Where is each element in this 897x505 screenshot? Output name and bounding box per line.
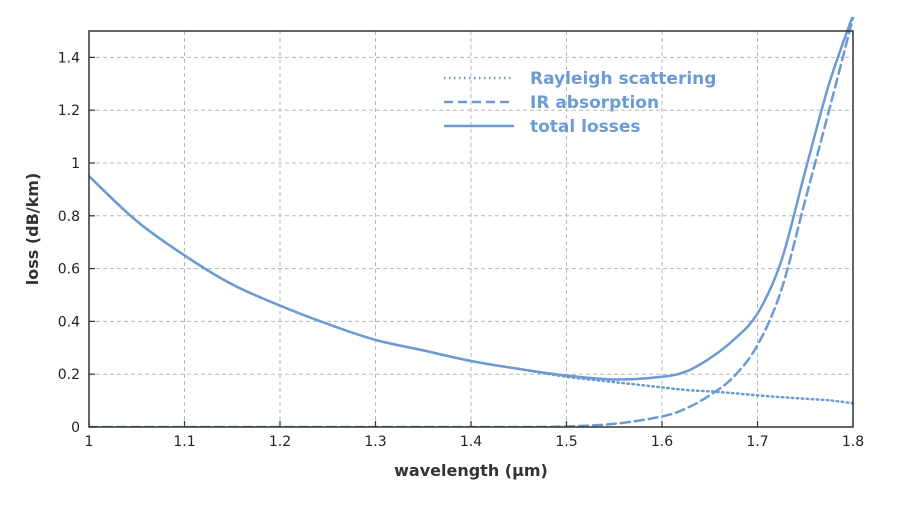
y-tick-label: 0.6 xyxy=(58,262,80,278)
x-tick-label: 1.2 xyxy=(269,434,291,450)
x-axis-title: wavelength (µm) xyxy=(394,461,548,480)
x-tick-label: 1.4 xyxy=(460,434,482,450)
series-line-dashed xyxy=(89,17,855,427)
y-tick-label: 1.4 xyxy=(58,50,80,66)
y-tick-label: 0 xyxy=(71,420,80,436)
grid xyxy=(89,31,853,427)
legend-label: total losses xyxy=(530,117,641,137)
y-tick-label: 0.8 xyxy=(58,209,80,225)
series-line-solid xyxy=(89,17,854,381)
x-tick-label: 1.7 xyxy=(746,434,768,450)
legend-label: Rayleigh scattering xyxy=(530,69,716,89)
x-tick-label: 1.8 xyxy=(842,434,864,450)
y-tick-label: 1.2 xyxy=(58,103,80,119)
legend-label: IR absorption xyxy=(530,93,659,113)
x-tick-label: 1.5 xyxy=(555,434,577,450)
x-tick-label: 1.6 xyxy=(651,434,673,450)
y-tick-label: 1 xyxy=(71,156,80,172)
y-axis-title: loss (dB/km) xyxy=(23,173,42,286)
y-tick-label: 0.2 xyxy=(58,367,80,383)
axis-ticks: 1 1.1 1.2 1.3 1.4 1.5 1.6 1.7 1.8 0 0.2 0.4 0.6 0.8 1 1… xyxy=(58,50,864,450)
legend: Rayleigh scattering IR absorption total lo… xyxy=(444,69,716,137)
x-tick-label: 1.1 xyxy=(173,434,195,450)
y-tick-label: 0.4 xyxy=(58,314,80,330)
x-tick-label: 1 xyxy=(85,434,94,450)
series-group xyxy=(89,17,855,427)
x-tick-label: 1.3 xyxy=(364,434,386,450)
